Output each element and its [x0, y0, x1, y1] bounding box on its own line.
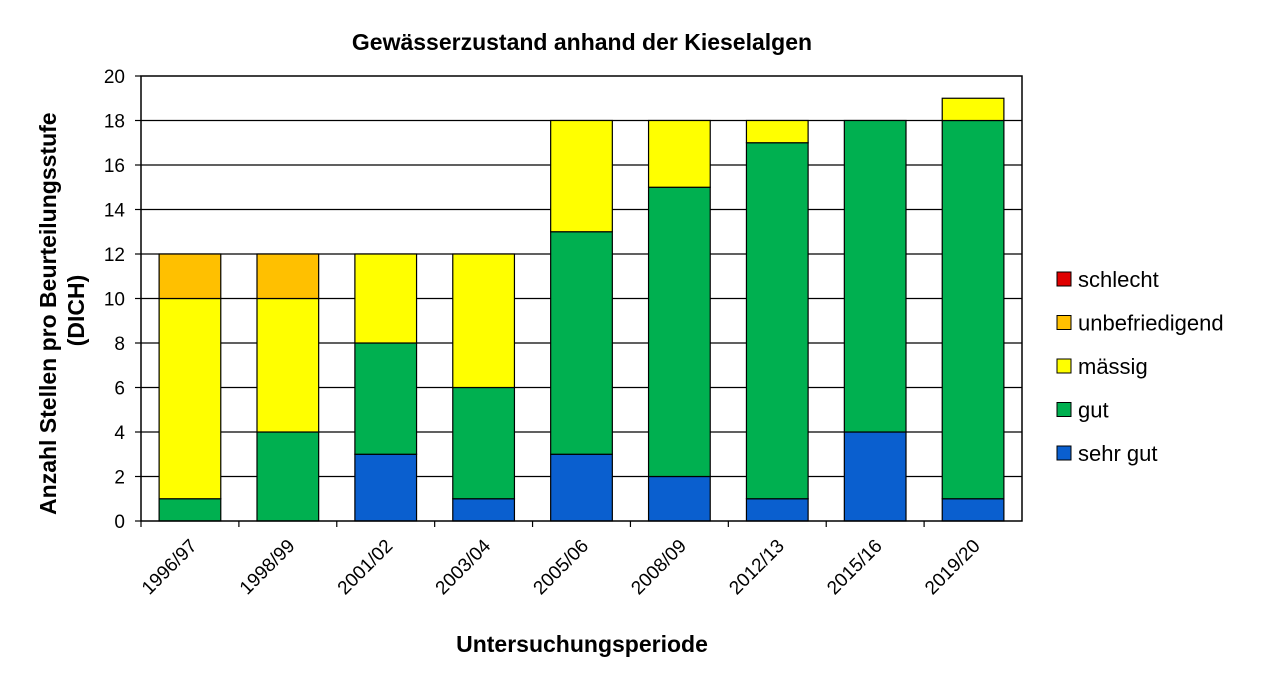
bar-segment: [647, 186, 711, 478]
bar-segment: [550, 453, 613, 522]
y-tick-label: 8: [114, 334, 125, 355]
plot-area: [140, 75, 1023, 522]
bar-segment: [745, 498, 809, 522]
bar-segment: [550, 231, 613, 455]
bar-segment: [452, 253, 516, 389]
legend: schlecht unbefriedigend mässig gut sehr gut: [1056, 267, 1224, 466]
bar-segment: [745, 119, 809, 144]
y-tick-label: 20: [104, 67, 125, 88]
y-tick-label: 6: [114, 379, 125, 400]
bar-segment: [158, 253, 222, 300]
y-tick-label: 0: [114, 512, 125, 533]
x-tick-label: 2003/04: [432, 535, 496, 599]
legend-label: sehr gut: [1078, 441, 1158, 466]
bars: [158, 97, 1005, 522]
x-tick-label: 2015/16: [823, 536, 886, 599]
bar-segment: [256, 297, 320, 433]
bar-segment: [354, 453, 418, 522]
bar-segment: [647, 475, 711, 522]
legend-swatch: [1056, 358, 1072, 374]
y-tick-label: 2: [114, 468, 125, 489]
x-tick-label: 2005/06: [530, 536, 593, 599]
x-tick-label: 1998/99: [236, 536, 299, 599]
legend-label: mässig: [1078, 354, 1148, 379]
bar-segment: [452, 386, 516, 500]
bar-segment: [941, 498, 1005, 522]
bar-segment: [745, 142, 809, 500]
y-tick-label: 14: [104, 201, 126, 222]
bar-segment: [158, 498, 222, 522]
legend-label: schlecht: [1078, 267, 1159, 292]
bar-segment: [843, 119, 907, 433]
bar-segment: [354, 253, 418, 344]
y-tick-label: 18: [104, 112, 125, 133]
y-tick-label: 16: [104, 156, 125, 177]
bar-segment: [158, 297, 222, 500]
bar-segment: [647, 119, 711, 188]
y-axis-ticks: 0 2 4 6 8 10 12 14 16 18 20: [104, 67, 141, 533]
x-tick-label: 2008/09: [628, 536, 691, 599]
x-tick-label: 2001/02: [334, 536, 397, 599]
bar-segment: [256, 431, 320, 522]
y-axis-title-line-1: Anzahl Stellen pro Beurteilungsstufe: [35, 112, 61, 515]
legend-label: unbefriedigend: [1078, 311, 1224, 336]
x-tick-label: 2012/13: [725, 536, 788, 599]
y-tick-label: 4: [114, 423, 125, 444]
chart-title: Gewässerzustand anhand der Kieselalgen: [352, 29, 812, 55]
bar-segment: [941, 119, 1005, 500]
legend-label: gut: [1078, 398, 1109, 423]
y-tick-label: 12: [104, 245, 125, 266]
y-axis-title-line-2: (DICH): [63, 275, 89, 347]
legend-swatch: [1056, 402, 1072, 417]
x-tick-label: 1996/97: [138, 536, 201, 599]
bar-segment: [452, 498, 516, 522]
bar-segment: [550, 119, 613, 233]
x-tick-label: 2019/20: [921, 536, 984, 599]
legend-swatch: [1056, 271, 1072, 287]
x-axis-title: Untersuchungsperiode: [456, 631, 708, 657]
legend-swatch: [1056, 445, 1072, 461]
y-tick-label: 10: [104, 290, 125, 311]
bar-segment: [843, 431, 907, 522]
legend-swatch: [1056, 315, 1072, 330]
bar-segment: [354, 342, 418, 455]
y-axis-title: Anzahl Stellen pro Beurteilungsstufe (DI…: [35, 106, 89, 515]
bar-segment: [256, 253, 320, 300]
x-axis-ticks: 1996/97 1998/99 2001/02 2003/04 2005/06 2008/…: [138, 521, 985, 599]
bar-segment: [941, 97, 1005, 122]
